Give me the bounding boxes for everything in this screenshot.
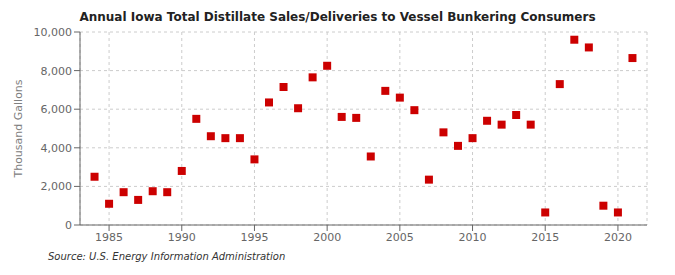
svg-text:8,000: 8,000 [41, 65, 73, 78]
svg-text:2010: 2010 [459, 231, 487, 244]
html-text:Source: U.S. Energy Informatio: Source: U.S. Energy Information Administ… [48, 251, 286, 262]
svg-text:Thousand Gallons: Thousand Gallons [12, 79, 25, 178]
svg-text:2020: 2020 [604, 231, 632, 244]
html-text:Annual Iowa Total Distillate S: Annual Iowa Total Distillate Sales/Deliv… [79, 10, 596, 24]
svg-text:2015: 2015 [531, 231, 559, 244]
svg-text:2005: 2005 [386, 231, 414, 244]
svg-text:10,000: 10,000 [34, 26, 73, 39]
svg-text:1985: 1985 [95, 231, 123, 244]
svg-text:1990: 1990 [168, 231, 196, 244]
svg-text:2000: 2000 [313, 231, 341, 244]
svg-text:0: 0 [65, 219, 72, 232]
svg-text:2,000: 2,000 [41, 180, 73, 193]
svg-text:6,000: 6,000 [41, 103, 73, 116]
svg-text:4,000: 4,000 [41, 142, 73, 155]
svg-text:1995: 1995 [240, 231, 268, 244]
